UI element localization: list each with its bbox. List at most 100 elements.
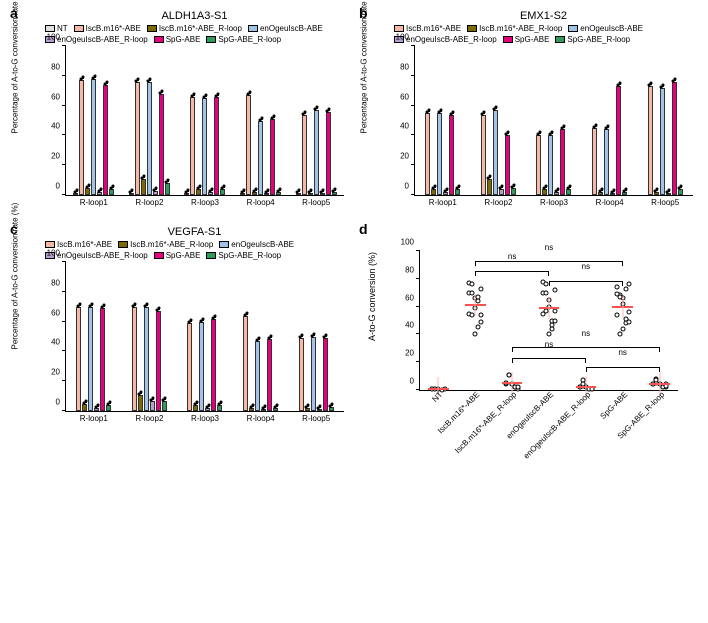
bar — [449, 115, 454, 195]
bar-group: R-loop2 — [124, 46, 174, 195]
bar — [214, 97, 219, 195]
y-tick-label: 20 — [51, 152, 60, 161]
bar — [302, 115, 307, 195]
legend-swatch — [154, 36, 164, 43]
bar — [208, 192, 213, 195]
stat-label: ns — [582, 262, 590, 271]
stat-bracket — [512, 347, 659, 348]
legend-label: SpG-ABE_R-loop — [567, 35, 630, 44]
stat-label: ns — [582, 329, 590, 338]
scatter-point — [479, 319, 484, 324]
x-tick-label: R-loop2 — [135, 198, 163, 207]
legend-label: enOgeuIscB-ABE_R-loop — [57, 251, 148, 260]
bar — [162, 401, 167, 411]
y-tick-label: 60 — [51, 308, 60, 317]
bar — [648, 86, 653, 195]
panel-d-chart: A-to-G conversion (%) 020406080100NTIscB… — [394, 246, 693, 446]
y-tick-label: 100 — [401, 238, 414, 247]
bar-group: R-loop1 — [69, 46, 119, 195]
bar — [654, 192, 659, 195]
bar — [156, 311, 161, 411]
bar — [678, 189, 683, 195]
bar — [276, 192, 281, 195]
y-tick-label: 60 — [400, 92, 409, 101]
legend-swatch — [503, 36, 513, 43]
bar-group: R-loop3 — [180, 262, 230, 411]
legend-label: enOgeuIscB-ABE_R-loop — [406, 35, 497, 44]
bar — [431, 189, 436, 195]
stat-label: ns — [508, 252, 516, 261]
legend-item: enOgeuIscB-ABE_R-loop — [45, 35, 148, 44]
legend-label: IscB.m16*-ABE — [406, 24, 461, 33]
legend-label: SpG-ABE_R-loop — [218, 251, 281, 260]
bar — [132, 307, 137, 411]
x-tick-label: R-loop1 — [80, 198, 108, 207]
legend-item: SpG-ABE — [503, 35, 550, 44]
bar — [270, 119, 275, 195]
panel-a-chart: Percentage of A-to-G conversion rate (%)… — [45, 46, 344, 211]
bar — [135, 82, 140, 195]
bar — [592, 128, 597, 195]
legend-swatch — [118, 241, 128, 248]
bar — [147, 82, 152, 195]
bar — [159, 94, 164, 195]
bar-group: R-loop2 — [124, 262, 174, 411]
bar — [443, 192, 448, 195]
bar — [103, 85, 108, 195]
scatter-point — [620, 326, 625, 331]
legend-item: enOgeuIscB-ABE — [219, 240, 294, 249]
bar — [425, 113, 430, 195]
y-tick-label: 60 — [405, 293, 414, 302]
scatter-point — [473, 332, 478, 337]
stat-bracket — [512, 358, 586, 359]
bar-group: R-loop4 — [236, 262, 286, 411]
panel-a-legend: NTIscB.m16*-ABEIscB.m16*-ABE_R-loopenOge… — [45, 24, 349, 44]
bar — [187, 323, 192, 411]
bar — [560, 129, 565, 195]
panel-b-legend: IscB.m16*-ABEIscB.m16*-ABE_R-loopenOgeuI… — [394, 24, 698, 44]
y-tick-label: 40 — [400, 122, 409, 131]
y-tick-label: 20 — [405, 349, 414, 358]
bar — [499, 189, 504, 195]
panel-c-title: VEGFA-S1 — [40, 226, 349, 238]
x-tick-label: R-loop1 — [80, 414, 108, 423]
bar — [299, 338, 304, 411]
bar — [199, 322, 204, 411]
bar — [542, 189, 547, 195]
y-tick-label: 0 — [56, 182, 60, 191]
scatter-point — [470, 282, 475, 287]
bar — [211, 319, 216, 411]
bar-group: R-loop3 — [529, 46, 579, 195]
scatter-point — [543, 290, 548, 295]
legend-label: IscB.m16*-ABE_R-loop — [159, 24, 242, 33]
bar — [220, 189, 225, 195]
scatter-point — [626, 282, 631, 287]
x-tick-label: R-loop3 — [191, 414, 219, 423]
x-tick-label: R-loop2 — [484, 198, 512, 207]
scatter-point — [479, 286, 484, 291]
legend-swatch — [154, 252, 164, 259]
legend-label: SpG-ABE_R-loop — [218, 35, 281, 44]
bar — [94, 408, 99, 411]
bar — [305, 408, 310, 411]
bar — [566, 189, 571, 195]
bar — [616, 86, 621, 195]
bar — [660, 88, 665, 195]
legend-item: SpG-ABE_R-loop — [206, 251, 281, 260]
bar — [323, 338, 328, 411]
x-tick-label: R-loop4 — [596, 198, 624, 207]
bar — [320, 193, 325, 195]
y-tick-label: 40 — [405, 321, 414, 330]
bar — [82, 404, 87, 411]
stat-bracket — [475, 261, 622, 262]
legend-swatch — [568, 25, 578, 32]
legend-label: enOgeuIscB-ABE — [231, 240, 294, 249]
y-tick-label: 0 — [56, 398, 60, 407]
y-tick-label: 20 — [51, 368, 60, 377]
panel-c: c VEGFA-S1 IscB.m16*-ABEIscB.m16*-ABE_R-… — [10, 226, 349, 446]
scatter-point — [617, 332, 622, 337]
bar — [196, 189, 201, 195]
scatter-point — [516, 385, 521, 390]
panel-c-chart: Percentage of A-to-G conversion rate (%)… — [45, 262, 344, 427]
x-tick-label: R-loop5 — [302, 414, 330, 423]
